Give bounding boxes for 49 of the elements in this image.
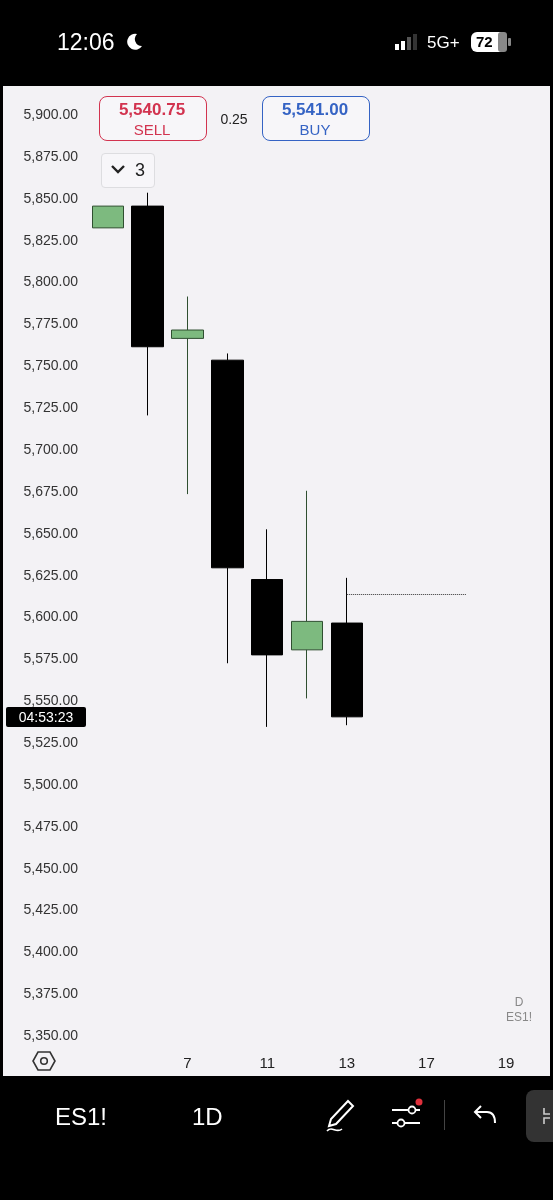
- y-tick-label: 5,375.00: [23, 985, 79, 1002]
- y-tick-label: 5,475.00: [23, 817, 79, 834]
- y-tick-label: 5,650.00: [23, 524, 79, 541]
- text: 5G+: [427, 33, 460, 52]
- y-tick-label: 5,700.00: [23, 440, 79, 457]
- candlestick: [131, 192, 164, 416]
- x-tick-label: 7: [183, 1054, 192, 1071]
- y-tick-label: 5,350.00: [23, 1027, 79, 1043]
- candlestick: [291, 490, 323, 699]
- y-tick-label: 5,725.00: [23, 399, 79, 416]
- candlestick: [171, 296, 204, 495]
- y-tick-label: 5,550.00: [23, 692, 79, 709]
- y-tick-label: 5,775.00: [23, 315, 79, 332]
- y-tick-label: 5,500.00: [23, 775, 79, 792]
- annotation: 3: [135, 160, 146, 180]
- text: 12:06: [57, 29, 115, 55]
- x-tick-label: 13: [338, 1054, 356, 1071]
- annotation: BUY: [299, 121, 331, 138]
- text: 72: [476, 33, 493, 50]
- text: 04:53:23: [17, 709, 75, 725]
- annotation: SELL: [133, 121, 171, 138]
- annotation: D: [513, 995, 525, 1009]
- y-tick-label: 5,600.00: [23, 608, 79, 625]
- candlestick: [211, 352, 244, 664]
- y-tick-label: 5,850.00: [23, 189, 79, 206]
- y-tick-label: 5,750.00: [23, 357, 79, 374]
- y-tick-label: 5,425.00: [23, 901, 79, 918]
- y-tick-label: 5,800.00: [23, 273, 79, 290]
- candlestick: [331, 577, 363, 726]
- candlestick: [92, 205, 124, 229]
- annotation: 5,540.75: [118, 100, 186, 119]
- y-tick-label: 5,575.00: [23, 650, 79, 667]
- x-tick-label: 11: [259, 1054, 275, 1071]
- annotation: 5,541.00: [281, 100, 349, 119]
- x-tick-label: 19: [497, 1054, 515, 1071]
- y-tick-label: 5,675.00: [23, 482, 79, 499]
- text: ES1!: [55, 1103, 108, 1130]
- y-tick-label: 5,875.00: [23, 147, 79, 164]
- y-tick-label: 5,450.00: [23, 859, 79, 876]
- candlestick: [251, 528, 283, 728]
- x-tick-label: 17: [418, 1054, 435, 1071]
- y-tick-label: 5,525.00: [23, 733, 79, 750]
- y-tick-label: 5,625.00: [23, 566, 79, 583]
- text: 1D: [192, 1103, 223, 1130]
- y-tick-label: 5,400.00: [23, 943, 79, 960]
- annotation: 0.25: [220, 111, 248, 127]
- y-tick-label: 5,900.00: [23, 106, 79, 122]
- annotation: ES1!: [505, 1010, 533, 1024]
- y-tick-label: 5,825.00: [23, 231, 79, 248]
